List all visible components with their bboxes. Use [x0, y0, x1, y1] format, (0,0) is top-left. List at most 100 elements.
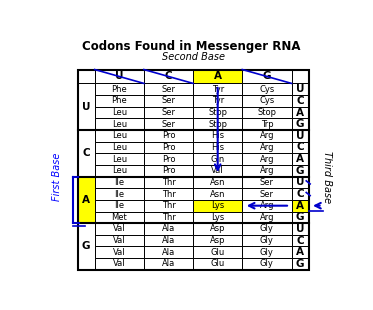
Bar — [95, 95, 144, 107]
Bar — [193, 153, 242, 165]
Bar — [193, 165, 242, 177]
Text: Leu: Leu — [112, 120, 127, 129]
Bar — [144, 153, 193, 165]
Bar — [78, 69, 95, 83]
Bar — [193, 223, 242, 235]
Text: Codons Found in Messenger RNA: Codons Found in Messenger RNA — [82, 40, 301, 53]
Bar — [193, 177, 242, 188]
Bar — [193, 95, 242, 107]
Text: Pro: Pro — [162, 143, 175, 152]
Bar — [292, 258, 308, 270]
Text: U: U — [115, 72, 123, 82]
Text: First Base: First Base — [53, 153, 62, 201]
Text: Pro: Pro — [162, 166, 175, 175]
Text: C: C — [296, 189, 304, 199]
Bar — [144, 258, 193, 270]
Bar — [193, 69, 242, 83]
Text: Asp: Asp — [210, 236, 225, 245]
Bar — [78, 83, 95, 130]
Text: Ala: Ala — [162, 248, 175, 257]
Bar — [292, 95, 308, 107]
Text: Phe: Phe — [112, 96, 127, 105]
Text: Arg: Arg — [260, 201, 274, 210]
Text: U: U — [82, 102, 90, 112]
Text: Ser: Ser — [162, 85, 175, 94]
Text: Thr: Thr — [162, 189, 175, 198]
Text: Ile: Ile — [114, 189, 124, 198]
Bar — [193, 130, 242, 142]
Bar — [292, 83, 308, 95]
Text: C: C — [165, 72, 172, 82]
Text: Met: Met — [112, 213, 127, 222]
Text: Glu: Glu — [211, 248, 225, 257]
Bar — [292, 153, 308, 165]
Text: Pro: Pro — [162, 131, 175, 140]
Text: C: C — [296, 96, 304, 106]
Bar — [144, 118, 193, 130]
Text: Gly: Gly — [260, 248, 274, 257]
Bar — [242, 142, 292, 153]
Text: A: A — [296, 247, 304, 257]
Text: Second Base: Second Base — [162, 52, 225, 62]
Bar — [95, 235, 144, 246]
Text: Ser: Ser — [162, 120, 175, 129]
Text: Arg: Arg — [260, 166, 274, 175]
Text: Tyr: Tyr — [211, 85, 224, 94]
Text: G: G — [296, 212, 304, 222]
Bar — [292, 142, 308, 153]
Text: Asn: Asn — [210, 178, 225, 187]
Text: Leu: Leu — [112, 108, 127, 117]
Text: Thr: Thr — [162, 201, 175, 210]
Text: Val: Val — [113, 259, 126, 268]
Text: Ser: Ser — [162, 96, 175, 105]
Text: Arg: Arg — [260, 131, 274, 140]
Bar — [144, 200, 193, 211]
Text: Val: Val — [211, 166, 224, 175]
Text: U: U — [296, 224, 304, 234]
Bar — [242, 165, 292, 177]
Text: His: His — [211, 131, 224, 140]
Text: Ile: Ile — [114, 178, 124, 187]
Text: Ile: Ile — [114, 201, 124, 210]
Bar — [144, 177, 193, 188]
Text: Arg: Arg — [260, 155, 274, 164]
Text: Cys: Cys — [259, 85, 275, 94]
Text: C: C — [82, 148, 90, 158]
Bar — [193, 107, 242, 118]
Text: G: G — [296, 259, 304, 269]
Text: Stop: Stop — [257, 108, 276, 117]
Bar — [95, 200, 144, 211]
Bar — [95, 258, 144, 270]
Text: Phe: Phe — [112, 85, 127, 94]
Text: U: U — [296, 84, 304, 94]
Bar — [292, 165, 308, 177]
Text: Pro: Pro — [162, 155, 175, 164]
Text: Gly: Gly — [260, 259, 274, 268]
Text: Gln: Gln — [211, 155, 225, 164]
Text: G: G — [263, 72, 271, 82]
Bar — [193, 200, 242, 211]
Bar — [144, 211, 193, 223]
Bar — [242, 177, 292, 188]
Bar — [193, 188, 242, 200]
Bar — [242, 153, 292, 165]
Text: A: A — [214, 72, 222, 82]
Bar — [95, 188, 144, 200]
Bar — [292, 223, 308, 235]
Bar — [144, 142, 193, 153]
Text: Trp: Trp — [261, 120, 273, 129]
Text: Ser: Ser — [260, 189, 274, 198]
Bar — [242, 246, 292, 258]
Bar — [95, 177, 144, 188]
Text: Stop: Stop — [208, 108, 227, 117]
Bar — [193, 142, 242, 153]
Bar — [292, 211, 308, 223]
Bar — [95, 165, 144, 177]
Text: Glu: Glu — [211, 259, 225, 268]
Text: Ala: Ala — [162, 236, 175, 245]
Bar — [292, 188, 308, 200]
Text: A: A — [82, 195, 90, 205]
Text: Val: Val — [113, 224, 126, 233]
Text: Cys: Cys — [259, 96, 275, 105]
Text: A: A — [296, 201, 304, 211]
